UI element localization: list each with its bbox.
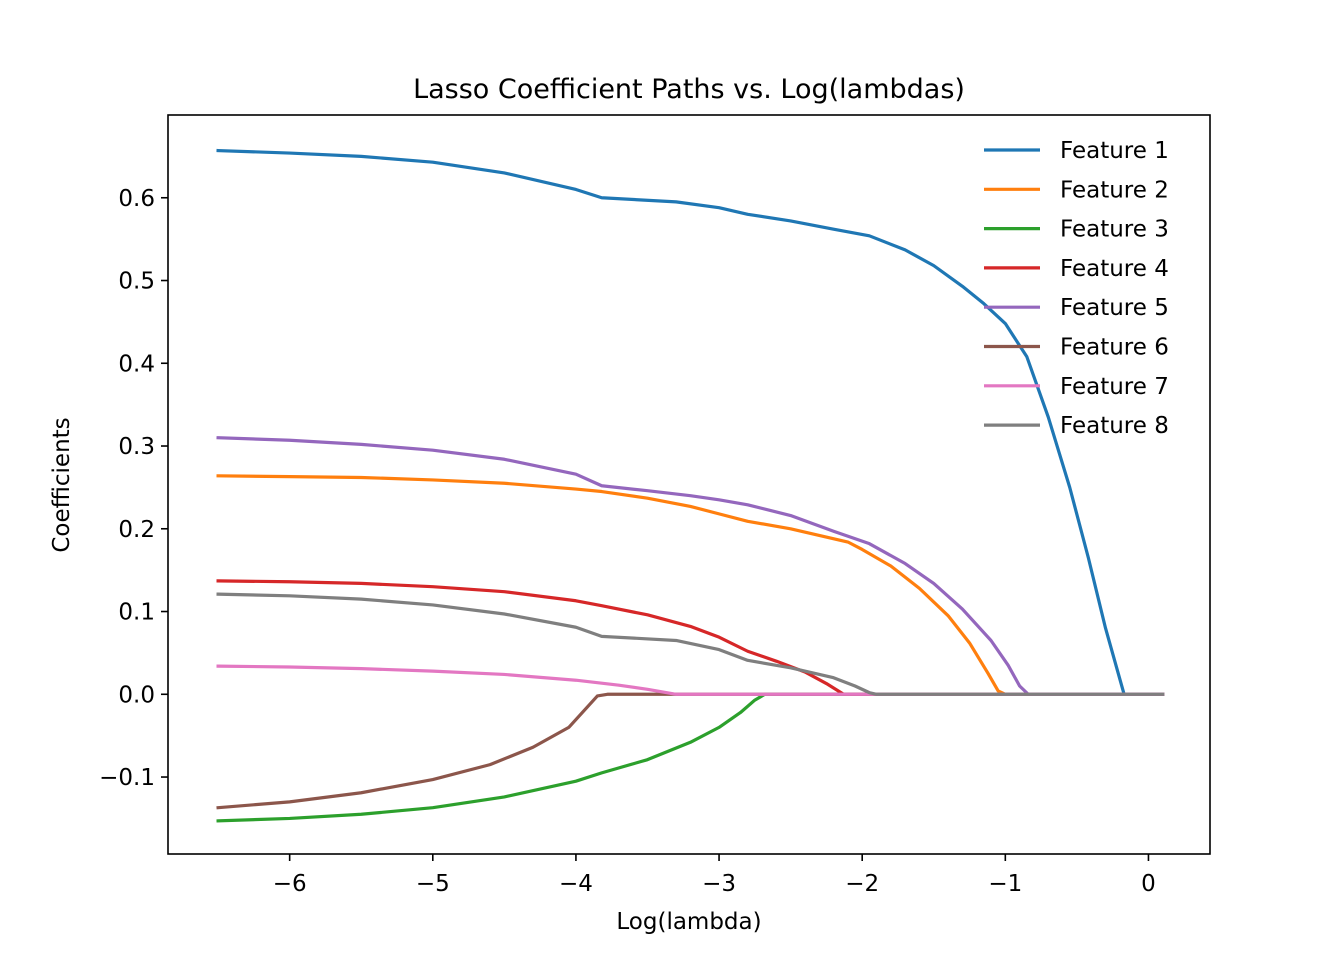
plot-frame [167,114,1211,855]
y-tick-label: 0.0 [118,682,155,708]
x-tick-label: −6 [273,871,307,897]
legend-label-feature-5: Feature 5 [1060,295,1169,321]
legend-label-feature-2: Feature 2 [1060,177,1169,203]
y-axis-ticks: −0.1 0.0 0.1 0.2 0.3 0.4 0.5 0.6 [99,186,168,791]
x-tick-label: −4 [559,871,593,897]
x-tick-label: −1 [988,871,1022,897]
legend-label-feature-1: Feature 1 [1060,138,1169,164]
y-tick-label: 0.3 [118,434,155,460]
x-tick-label: −3 [702,871,736,897]
legend-label-feature-8: Feature 8 [1060,413,1169,439]
legend-label-feature-6: Feature 6 [1060,335,1169,361]
y-tick-label: 0.2 [118,517,155,543]
series-line-feature-4 [216,579,1165,696]
series-line-feature-5 [216,436,1165,696]
x-tick-label: 0 [1141,871,1156,897]
series-line-feature-2 [216,474,1165,696]
series-line-feature-3 [216,692,1165,823]
y-tick-label: 0.1 [118,600,155,626]
x-tick-label: −2 [845,871,879,897]
plot-lines [216,148,1165,823]
legend-label-feature-7: Feature 7 [1060,374,1169,400]
x-axis-label: Log(lambda) [616,909,761,935]
x-tick-label: −5 [416,871,450,897]
y-tick-label: 0.6 [118,186,155,212]
x-axis-ticks: −6 −5 −4 −3 −2 −1 0 [273,854,1156,897]
chart-title: Lasso Coefficient Paths vs. Log(lambdas) [413,74,965,105]
y-tick-label: 0.5 [118,269,155,295]
y-axis-label: Coefficients [49,417,75,552]
series-line-feature-7 [216,664,1165,696]
legend-label-feature-3: Feature 3 [1060,217,1169,243]
legend-label-feature-4: Feature 4 [1060,256,1169,282]
y-tick-label: −0.1 [99,765,155,791]
series-line-feature-8 [216,592,1165,696]
legend: Feature 1 Feature 2 Feature 3 Feature 4 Feat… [984,138,1169,439]
series-line-feature-6 [216,692,1165,810]
series-line-feature-1 [216,148,1165,696]
y-tick-label: 0.4 [118,351,155,377]
